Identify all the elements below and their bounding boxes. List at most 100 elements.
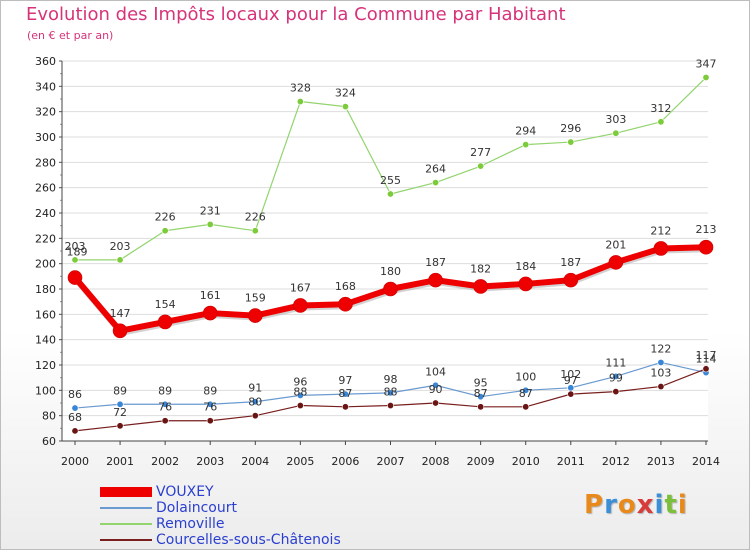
- data-point: [338, 296, 353, 312]
- data-label: 159: [245, 292, 266, 305]
- data-label: 99: [609, 372, 623, 385]
- x-tick-label: 2009: [467, 455, 495, 468]
- x-tick-label: 2010: [512, 455, 540, 468]
- data-label: 117: [696, 349, 717, 362]
- data-point: [247, 308, 263, 323]
- data-point: [477, 162, 485, 170]
- data-point: [341, 390, 349, 398]
- data-label: 90: [429, 383, 443, 396]
- legend-item-removille: Removille: [100, 516, 420, 532]
- data-point: [383, 281, 398, 297]
- data-label: 104: [425, 365, 446, 378]
- data-point: [477, 393, 485, 401]
- data-point: [161, 400, 169, 408]
- data-point: [161, 417, 169, 425]
- legend-item-courcelles-sous-ch-tenois: Courcelles-sous-Châtenois: [100, 532, 420, 548]
- data-point: [157, 314, 173, 330]
- logo-letter: t: [664, 490, 678, 520]
- data-point: [563, 272, 579, 288]
- data-label: 277: [470, 146, 491, 159]
- y-tick-label: 140: [35, 334, 56, 347]
- legend-label: Removille: [156, 516, 225, 532]
- data-label: 201: [605, 238, 626, 251]
- data-point: [567, 138, 575, 146]
- logo-letter: r: [604, 490, 618, 520]
- data-label: 89: [113, 384, 127, 397]
- data-point: [428, 272, 443, 288]
- series-dolaincourt: [71, 358, 710, 412]
- data-point: [702, 365, 710, 373]
- y-tick-label: 160: [35, 308, 56, 321]
- logo-letter: i: [654, 490, 665, 520]
- x-tick-label: 2011: [557, 455, 585, 468]
- legend-swatch: [100, 539, 152, 541]
- data-label: 189: [67, 246, 88, 259]
- series-courcelles-sous-ch-tenois: [71, 365, 710, 435]
- data-label: 89: [158, 384, 172, 397]
- data-label: 296: [560, 122, 581, 135]
- data-label: 87: [519, 387, 533, 400]
- y-tick-label: 240: [35, 207, 56, 220]
- x-tick-label: 2013: [647, 455, 675, 468]
- data-label: 91: [248, 382, 262, 395]
- data-point: [112, 323, 128, 339]
- data-point: [251, 227, 259, 235]
- data-point: [522, 386, 530, 394]
- data-point: [251, 412, 259, 420]
- data-point: [202, 305, 218, 321]
- legend-swatch: [100, 523, 152, 525]
- x-tick-label: 2001: [106, 455, 134, 468]
- data-label: 347: [696, 57, 717, 70]
- data-point: [293, 298, 308, 313]
- data-label: 203: [65, 240, 86, 253]
- data-point: [206, 220, 214, 228]
- y-tick-label: 100: [35, 384, 56, 397]
- data-label: 328: [290, 82, 311, 95]
- data-point: [702, 73, 710, 81]
- data-point: [296, 98, 304, 106]
- legend-label: Courcelles-sous-Châtenois: [156, 532, 341, 548]
- data-label: 203: [110, 240, 131, 253]
- data-label: 213: [696, 223, 717, 236]
- legend-swatch: [100, 507, 152, 509]
- data-label: 255: [380, 174, 401, 187]
- x-tick-label: 2003: [196, 455, 224, 468]
- data-label: 226: [245, 211, 266, 224]
- data-label: 187: [560, 256, 581, 269]
- data-point: [657, 118, 665, 126]
- data-point: [612, 388, 620, 396]
- data-point: [386, 389, 394, 397]
- legend-label: Dolaincourt: [156, 500, 237, 516]
- x-tick-label: 2000: [61, 455, 89, 468]
- data-point: [341, 103, 349, 111]
- data-point: [206, 417, 214, 425]
- proxiti-logo: Proxiti: [584, 490, 688, 520]
- legend-swatch: [100, 487, 152, 497]
- series-removille: [71, 73, 710, 264]
- data-label: 147: [110, 307, 131, 320]
- y-tick-label: 340: [35, 80, 56, 93]
- data-point: [386, 402, 394, 410]
- data-point: [71, 427, 79, 435]
- y-tick-label: 360: [35, 55, 56, 68]
- x-tick-label: 2005: [286, 455, 314, 468]
- x-tick-label: 2008: [422, 455, 450, 468]
- data-point: [71, 404, 79, 412]
- data-point: [653, 241, 669, 256]
- data-label: 122: [650, 342, 671, 355]
- data-label: 226: [155, 211, 176, 224]
- data-point: [522, 141, 530, 149]
- data-label: 103: [650, 367, 671, 380]
- data-label: 68: [68, 411, 82, 424]
- data-point: [296, 402, 304, 410]
- chart-title: Evolution des Impôts locaux pour la Comm…: [26, 4, 566, 25]
- data-point: [251, 398, 259, 406]
- x-tick-label: 2012: [602, 455, 630, 468]
- data-label: 324: [335, 87, 356, 100]
- data-point: [432, 399, 440, 407]
- data-point: [67, 270, 83, 285]
- data-label: 182: [470, 262, 491, 275]
- data-point: [657, 358, 665, 366]
- data-point: [518, 276, 534, 292]
